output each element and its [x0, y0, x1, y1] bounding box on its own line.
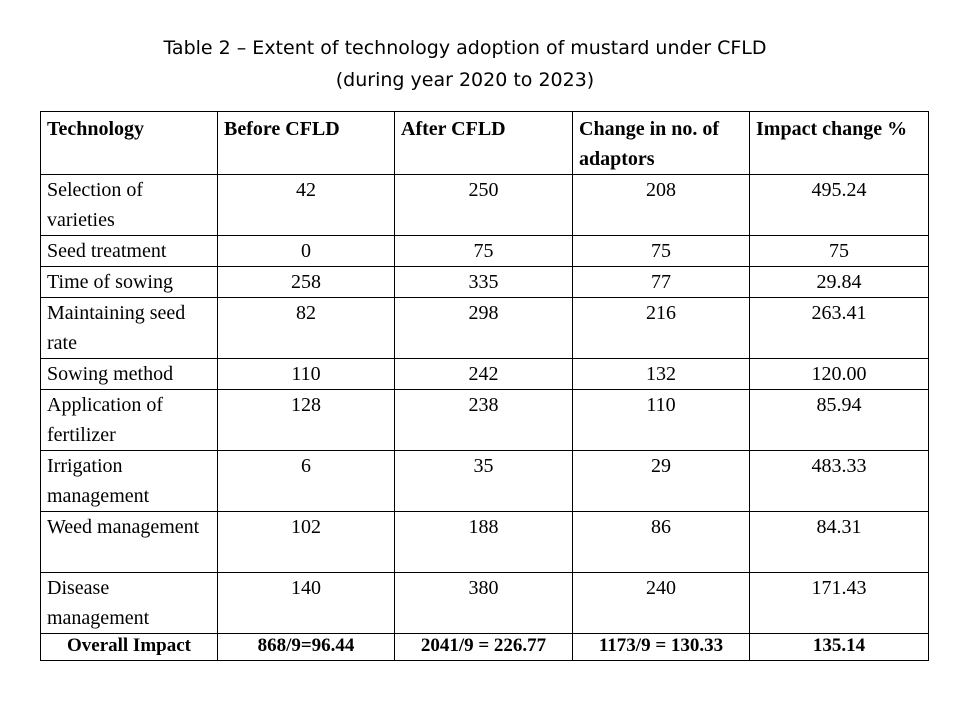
header-impact-change: Impact change %: [749, 111, 929, 175]
overall-impact-row: Overall Impact 868/9=96.44 2041/9 = 226.…: [40, 633, 929, 661]
technology-cell: Application of fertilizer: [40, 389, 218, 451]
before-cell: 258: [217, 266, 395, 298]
before-cell: 110: [217, 358, 395, 390]
header-technology: Technology: [40, 111, 218, 175]
technology-cell: Selection of varieties: [40, 174, 218, 236]
technology-cell: Maintaining seed rate: [40, 297, 218, 359]
before-cell: 140: [217, 572, 395, 634]
table-row: Maintaining seed rate 82 298 216 263.41: [40, 297, 929, 359]
before-cell: 102: [217, 511, 395, 573]
header-change-in-adaptors: Change in no. of adaptors: [572, 111, 750, 175]
overall-change-cell: 1173/9 = 130.33: [572, 633, 750, 661]
technology-cell: Irrigation management: [40, 450, 218, 512]
impact-cell: 75: [749, 235, 929, 267]
table-row: Application of fertilizer 128 238 110 85…: [40, 389, 929, 451]
change-cell: 240: [572, 572, 750, 634]
overall-impact-label: Overall Impact: [40, 633, 218, 661]
table-title-line-2: (during year 2020 to 2023): [335, 69, 595, 91]
impact-cell: 120.00: [749, 358, 929, 390]
change-cell: 216: [572, 297, 750, 359]
change-cell: 29: [572, 450, 750, 512]
table-row: Disease management 140 380 240 171.43: [40, 572, 929, 634]
overall-after-cell: 2041/9 = 226.77: [394, 633, 573, 661]
technology-cell: Time of sowing: [40, 266, 218, 298]
technology-cell: Weed management: [40, 511, 218, 573]
impact-cell: 263.41: [749, 297, 929, 359]
change-cell: 86: [572, 511, 750, 573]
impact-cell: 483.33: [749, 450, 929, 512]
before-cell: 128: [217, 389, 395, 451]
after-cell: 238: [394, 389, 573, 451]
overall-impact-cell: 135.14: [749, 633, 929, 661]
technology-cell: Sowing method: [40, 358, 218, 390]
after-cell: 242: [394, 358, 573, 390]
table-row: Irrigation management 6 35 29 483.33: [40, 450, 929, 512]
header-before-cfld: Before CFLD: [217, 111, 395, 175]
table-header-row: Technology Before CFLD After CFLD Change…: [40, 111, 929, 175]
after-cell: 298: [394, 297, 573, 359]
overall-before-cell: 868/9=96.44: [217, 633, 395, 661]
after-cell: 35: [394, 450, 573, 512]
table-title: Table 2 – Extent of technology adoption …: [0, 32, 930, 96]
header-after-cfld: After CFLD: [394, 111, 573, 175]
table-row: Selection of varieties 42 250 208 495.24: [40, 174, 929, 236]
technology-cell: Seed treatment: [40, 235, 218, 267]
change-cell: 77: [572, 266, 750, 298]
impact-cell: 495.24: [749, 174, 929, 236]
table-row: Seed treatment 0 75 75 75: [40, 235, 929, 267]
table-row: Sowing method 110 242 132 120.00: [40, 358, 929, 390]
before-cell: 82: [217, 297, 395, 359]
impact-cell: 171.43: [749, 572, 929, 634]
before-cell: 0: [217, 235, 395, 267]
impact-cell: 84.31: [749, 511, 929, 573]
change-cell: 132: [572, 358, 750, 390]
after-cell: 380: [394, 572, 573, 634]
change-cell: 208: [572, 174, 750, 236]
technology-adoption-table: Technology Before CFLD After CFLD Change…: [40, 111, 929, 661]
after-cell: 188: [394, 511, 573, 573]
table-row: Weed management 102 188 86 84.31: [40, 511, 929, 573]
after-cell: 75: [394, 235, 573, 267]
impact-cell: 85.94: [749, 389, 929, 451]
after-cell: 250: [394, 174, 573, 236]
table-title-line-1: Table 2 – Extent of technology adoption …: [163, 37, 767, 59]
change-cell: 110: [572, 389, 750, 451]
table-row: Time of sowing 258 335 77 29.84: [40, 266, 929, 298]
technology-cell: Disease management: [40, 572, 218, 634]
after-cell: 335: [394, 266, 573, 298]
before-cell: 6: [217, 450, 395, 512]
impact-cell: 29.84: [749, 266, 929, 298]
change-cell: 75: [572, 235, 750, 267]
before-cell: 42: [217, 174, 395, 236]
